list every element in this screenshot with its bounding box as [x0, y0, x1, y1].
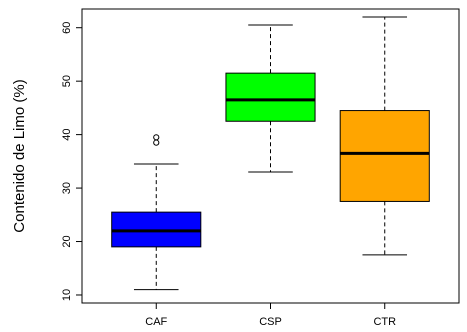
iqr-box: [339, 110, 430, 202]
x-tick-label: CSP: [259, 316, 282, 328]
box-csp: [225, 24, 316, 173]
box-ctr: [339, 16, 430, 256]
x-tick-label: CTR: [373, 316, 396, 328]
x-tick-label: CAF: [145, 316, 167, 328]
box-caf: [111, 134, 202, 291]
outlier-point: [153, 134, 160, 141]
y-tick-label: 10: [61, 289, 73, 301]
outlier-point: [153, 139, 160, 146]
boxes-group: [111, 16, 430, 291]
x-axis: CAF CSP CTR: [145, 303, 396, 328]
y-axis: 10 20 30 40 50 60: [61, 22, 82, 301]
y-tick-label: 60: [61, 22, 73, 34]
y-tick-label: 40: [61, 128, 73, 140]
y-axis-label: Contenido de Limo (%): [11, 79, 28, 232]
y-tick-label: 30: [61, 182, 73, 194]
iqr-box: [225, 72, 316, 122]
y-tick-label: 50: [61, 75, 73, 87]
y-tick-label: 20: [61, 235, 73, 247]
